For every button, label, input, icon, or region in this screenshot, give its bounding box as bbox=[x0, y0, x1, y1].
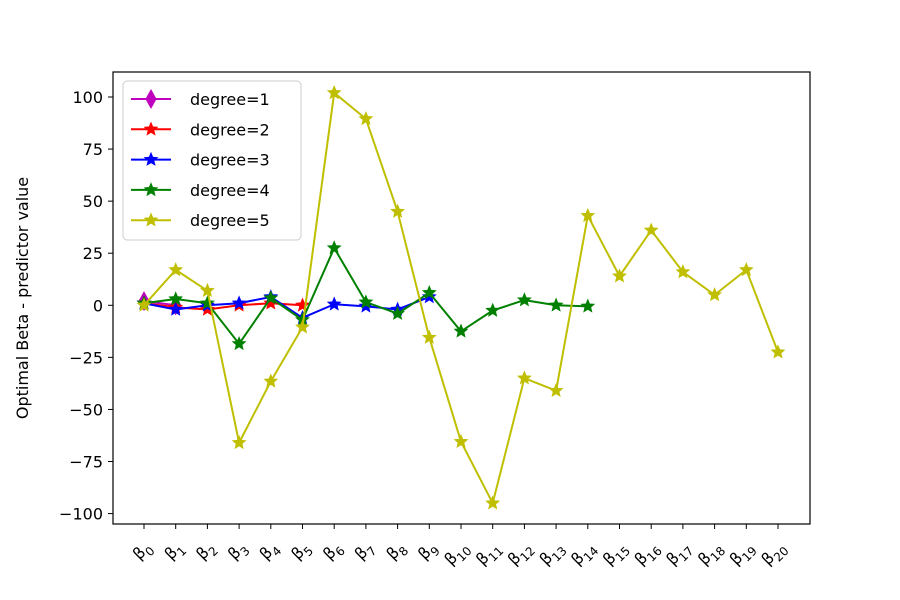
data-point bbox=[453, 323, 469, 338]
data-point bbox=[358, 111, 374, 126]
data-point bbox=[421, 329, 437, 344]
data-point bbox=[707, 287, 723, 302]
x-tick-label: β6 bbox=[319, 537, 348, 566]
data-point bbox=[326, 240, 342, 255]
legend-entry: degree=3 bbox=[131, 151, 270, 170]
data-point bbox=[168, 262, 184, 277]
data-point bbox=[136, 297, 152, 312]
data-point bbox=[485, 495, 501, 510]
data-point bbox=[516, 292, 532, 307]
data-point bbox=[326, 85, 342, 100]
y-tick-label: −50 bbox=[69, 400, 103, 419]
x-tick-label: β5 bbox=[287, 537, 316, 566]
data-point bbox=[643, 222, 659, 237]
legend-label: degree=5 bbox=[190, 211, 270, 230]
x-tick-label: β2 bbox=[192, 537, 221, 566]
x-tick-label: β11 bbox=[472, 537, 506, 571]
legend-marker bbox=[143, 121, 159, 136]
data-point bbox=[485, 302, 501, 317]
legend-label: degree=3 bbox=[190, 151, 270, 170]
y-tick-label: −25 bbox=[69, 348, 103, 367]
legend-entry: degree=5 bbox=[131, 211, 270, 230]
data-point bbox=[516, 370, 532, 385]
series-degree=4 bbox=[136, 240, 596, 351]
x-axis: β0 β1 β2 β3 β4 β5 β6 β7 β8 β9β10β11β12β13β14β15β1… bbox=[129, 524, 792, 571]
y-axis-label: Optimal Beta - predictor value bbox=[13, 177, 32, 419]
plot-area bbox=[112, 71, 811, 525]
y-axis: 100 75 50 25 0 −25 −50 −75 −100 bbox=[59, 88, 113, 524]
data-point bbox=[231, 295, 247, 310]
x-tick-label: β16 bbox=[631, 537, 665, 571]
legend-marker bbox=[143, 151, 159, 166]
data-point bbox=[580, 207, 596, 223]
y-tick-label: 50 bbox=[83, 192, 103, 211]
data-point bbox=[231, 336, 247, 351]
data-point bbox=[453, 433, 469, 449]
data-point bbox=[263, 373, 279, 388]
series-degree=3 bbox=[136, 289, 437, 325]
legend-marker bbox=[145, 88, 157, 110]
x-tick-label: β0 bbox=[129, 537, 158, 566]
data-point bbox=[738, 262, 754, 277]
legend-entry: degree=2 bbox=[131, 120, 270, 139]
x-tick-label: β7 bbox=[351, 537, 380, 566]
data-point bbox=[390, 203, 406, 218]
series-degree=5 bbox=[136, 85, 786, 510]
legend-label: degree=2 bbox=[190, 120, 270, 139]
legend-marker bbox=[143, 212, 159, 227]
data-point bbox=[168, 291, 184, 306]
data-point bbox=[358, 294, 374, 309]
legend-label: degree=4 bbox=[190, 181, 270, 200]
y-tick-label: 0 bbox=[93, 296, 103, 315]
legend-entry: degree=1 bbox=[131, 88, 270, 110]
x-tick-label: β14 bbox=[567, 537, 601, 571]
x-tick-label: β4 bbox=[256, 537, 285, 566]
data-point bbox=[675, 264, 691, 279]
x-tick-label: β20 bbox=[757, 537, 791, 571]
x-tick-label: β13 bbox=[535, 537, 569, 571]
data-point bbox=[612, 268, 627, 283]
data-point bbox=[199, 282, 215, 298]
data-point bbox=[548, 382, 564, 398]
x-tick-label: β18 bbox=[694, 537, 728, 571]
legend: degree=1 degree=2 degree=3 degree=4 degree=5 bbox=[122, 80, 302, 241]
x-tick-label: β10 bbox=[440, 537, 474, 571]
data-point bbox=[326, 296, 342, 311]
data-point bbox=[770, 344, 786, 359]
x-tick-label: β3 bbox=[224, 537, 253, 566]
x-tick-label: β8 bbox=[382, 537, 411, 566]
x-tick-label: β9 bbox=[414, 537, 443, 566]
data-point bbox=[168, 301, 184, 316]
legend-box bbox=[122, 80, 302, 241]
legend-entry: degree=4 bbox=[131, 181, 270, 200]
data-point bbox=[231, 434, 247, 450]
data-point bbox=[421, 284, 437, 300]
x-tick-label: β17 bbox=[662, 537, 696, 571]
x-tick-label: β1 bbox=[160, 537, 189, 566]
data-point bbox=[390, 305, 406, 320]
x-tick-label: β19 bbox=[726, 537, 760, 571]
data-point bbox=[548, 297, 564, 312]
y-tick-label: 100 bbox=[72, 88, 103, 107]
data-point bbox=[295, 319, 310, 334]
x-tick-label: β12 bbox=[504, 537, 538, 571]
data-point bbox=[580, 298, 596, 313]
data-point bbox=[199, 301, 215, 316]
y-tick-label: 75 bbox=[83, 140, 103, 159]
x-tick-label: β15 bbox=[599, 537, 633, 571]
legend-marker bbox=[143, 182, 159, 197]
y-tick-label: −100 bbox=[59, 505, 103, 524]
y-tick-label: 25 bbox=[83, 244, 103, 263]
data-point bbox=[263, 290, 279, 305]
legend-label: degree=1 bbox=[190, 90, 270, 109]
y-tick-label: −75 bbox=[69, 453, 103, 472]
